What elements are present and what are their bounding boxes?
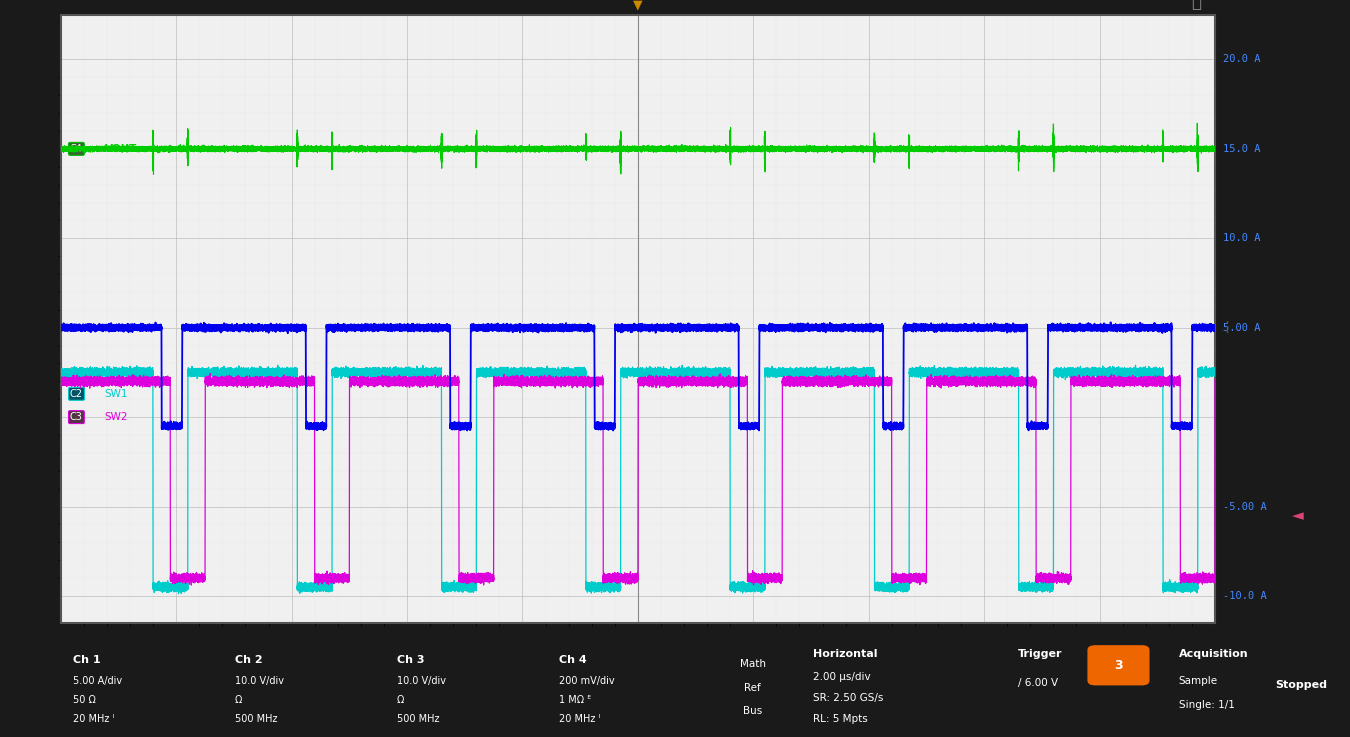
Text: 2.00 μs/div: 2.00 μs/div	[813, 672, 871, 682]
Text: Ω: Ω	[235, 695, 242, 705]
Text: Ω: Ω	[397, 695, 404, 705]
Text: Stopped: Stopped	[1276, 680, 1327, 691]
Text: Math: Math	[740, 659, 765, 668]
Text: Ref: Ref	[744, 683, 761, 694]
Text: Acquisition: Acquisition	[1179, 649, 1249, 659]
Text: SR: 2.50 GS/s: SR: 2.50 GS/s	[813, 693, 884, 703]
Text: 500 MHz: 500 MHz	[397, 714, 439, 724]
Text: 20.0 A: 20.0 A	[1223, 55, 1261, 64]
Text: 1 MΩ ᴱ: 1 MΩ ᴱ	[559, 695, 591, 705]
Text: 10.0 A: 10.0 A	[1223, 234, 1261, 243]
Text: 3: 3	[1114, 659, 1123, 672]
Text: SW1: SW1	[104, 389, 128, 399]
Text: C4: C4	[70, 144, 82, 154]
Text: 15.0 A: 15.0 A	[1223, 144, 1261, 154]
Text: 🔍: 🔍	[1192, 0, 1202, 11]
Text: Single: 1/1: Single: 1/1	[1179, 700, 1234, 710]
Text: Trigger: Trigger	[1018, 649, 1062, 659]
Text: C3: C3	[70, 412, 82, 422]
Text: -10.0 A: -10.0 A	[1223, 591, 1266, 601]
Text: 200 mV/div: 200 mV/div	[559, 676, 614, 686]
Text: ▼: ▼	[633, 0, 643, 12]
Text: 500 MHz: 500 MHz	[235, 714, 277, 724]
Text: -5.00 A: -5.00 A	[1223, 501, 1266, 511]
Text: Ch 1: Ch 1	[73, 654, 100, 665]
Text: 10.0 V/div: 10.0 V/div	[397, 676, 446, 686]
Text: ◄: ◄	[1292, 508, 1304, 523]
Text: ⋮: ⋮	[1219, 320, 1234, 335]
Text: Sample: Sample	[1179, 676, 1218, 686]
Text: 20 MHz ᴵ: 20 MHz ᴵ	[559, 714, 601, 724]
Text: 5.00 A: 5.00 A	[1223, 323, 1261, 332]
FancyBboxPatch shape	[1087, 645, 1149, 685]
Text: VOUT: VOUT	[104, 144, 136, 154]
Text: Horizontal: Horizontal	[813, 649, 878, 659]
Text: Ch 4: Ch 4	[559, 654, 587, 665]
Text: SW2: SW2	[104, 412, 128, 422]
Text: 50 Ω: 50 Ω	[73, 695, 96, 705]
Text: C2: C2	[70, 389, 82, 399]
Text: 10.0 V/div: 10.0 V/div	[235, 676, 284, 686]
Text: 5.00 A/div: 5.00 A/div	[73, 676, 122, 686]
Text: 20 MHz ᴵ: 20 MHz ᴵ	[73, 714, 115, 724]
Text: C1: C1	[70, 373, 82, 383]
Text: Ch 2: Ch 2	[235, 654, 262, 665]
Text: Ch 3: Ch 3	[397, 654, 424, 665]
Text: / 6.00 V: / 6.00 V	[1018, 678, 1057, 688]
Text: Bus: Bus	[743, 707, 763, 716]
Text: RL: 5 Mpts: RL: 5 Mpts	[813, 714, 868, 724]
